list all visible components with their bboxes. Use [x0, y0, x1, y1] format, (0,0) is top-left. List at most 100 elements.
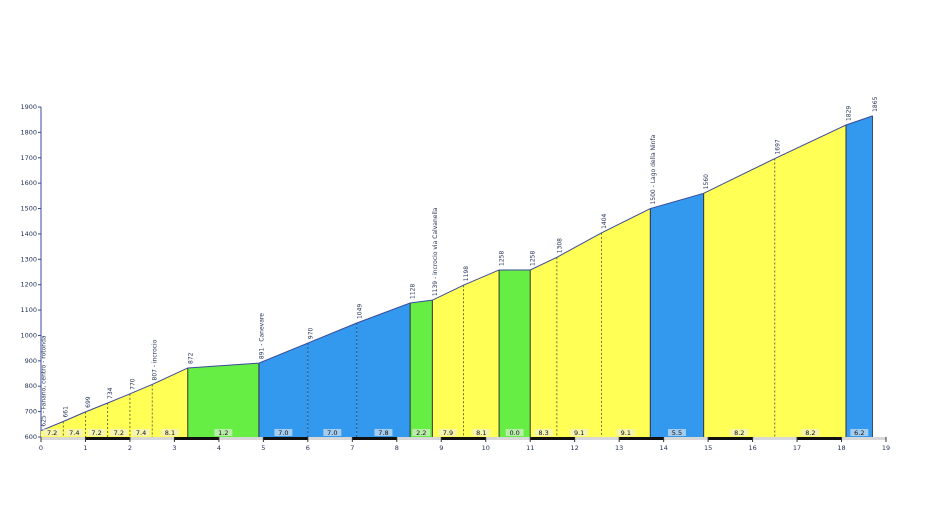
grade-box — [109, 429, 128, 436]
segment — [187, 363, 259, 437]
km-stripe — [263, 437, 308, 440]
x-tick-label: 19 — [882, 444, 890, 452]
grade-box — [374, 429, 393, 436]
point-label: 661 — [63, 406, 70, 418]
y-tick-label: 1500 — [20, 205, 37, 213]
y-tick-label: 1100 — [20, 306, 37, 314]
x-tick-label: 4 — [217, 444, 221, 452]
point-label: 1128 — [410, 284, 417, 299]
point-label: 1697 — [774, 139, 781, 154]
segment — [703, 158, 775, 437]
y-tick-label: 800 — [25, 382, 37, 390]
y-tick-label: 1700 — [20, 154, 37, 162]
segment — [152, 367, 188, 437]
point-label: 625 - Fanano, centro - rotonda — [41, 335, 48, 427]
grade-box — [274, 429, 293, 436]
x-tick-label: 5 — [261, 444, 265, 452]
km-stripe — [441, 437, 486, 440]
y-tick-label: 1200 — [20, 281, 37, 289]
grade-box — [472, 429, 491, 436]
point-label: 807 - incrocio — [152, 339, 159, 380]
grade-box — [438, 429, 457, 436]
y-tick-label: 1600 — [20, 179, 37, 187]
y-tick-label: 600 — [25, 433, 37, 441]
km-stripe — [530, 437, 575, 440]
x-tick-label: 7 — [350, 444, 354, 452]
x-tick-label: 6 — [306, 444, 310, 452]
grade-box — [132, 429, 151, 436]
segment — [129, 384, 153, 437]
grade-label: 6.2 — [854, 429, 864, 437]
km-stripe — [396, 437, 442, 440]
x-tick-label: 2 — [128, 444, 132, 452]
grade-label: 7.0 — [327, 429, 337, 437]
grade-label: 7.8 — [378, 429, 388, 437]
y-tick-label: 1900 — [20, 103, 37, 111]
grade-label: 7.4 — [136, 429, 146, 437]
km-stripe — [663, 437, 709, 440]
km-stripe — [752, 437, 798, 440]
grade-box — [850, 429, 869, 436]
grade-label: 5.5 — [672, 429, 682, 437]
segment — [410, 300, 433, 437]
x-tick-label: 13 — [615, 444, 623, 452]
point-label: 1829 — [845, 106, 852, 121]
grade-label: 8.2 — [734, 429, 744, 437]
point-label: 1258 — [530, 251, 537, 266]
profile-line — [40, 115, 873, 432]
segment — [356, 302, 411, 437]
point-label: 1404 — [601, 213, 608, 228]
grade-box — [65, 429, 84, 436]
km-stripe — [129, 437, 175, 440]
point-label: 1865 — [872, 96, 879, 111]
segment — [601, 208, 651, 437]
grade-label: 7.9 — [443, 429, 453, 437]
km-stripe — [41, 437, 86, 440]
segment — [432, 285, 464, 437]
segment — [85, 402, 108, 437]
grade-box — [160, 429, 179, 436]
segment — [258, 343, 308, 437]
x-tick-label: 8 — [395, 444, 399, 452]
grade-box — [412, 429, 431, 436]
point-label: 1198 — [463, 266, 470, 281]
grade-label: 0.0 — [509, 429, 519, 437]
segment — [307, 323, 357, 437]
y-tick-label: 900 — [25, 357, 37, 365]
point-label: 1500 - Lago della Ninfa — [650, 134, 657, 204]
y-tick-label: 700 — [25, 408, 37, 416]
point-label: 1258 — [499, 251, 506, 266]
segment — [107, 393, 130, 437]
x-tick-label: 15 — [704, 444, 712, 452]
grade-label: 8.3 — [538, 429, 548, 437]
grade-label: 9.1 — [621, 429, 631, 437]
point-label: 1139 - incrocio via Calvanella — [432, 207, 439, 296]
grade-box — [667, 429, 686, 436]
km-stripe — [307, 437, 353, 440]
x-tick-label: 3 — [172, 444, 176, 452]
grade-label: 2.2 — [416, 429, 426, 437]
grade-box — [730, 429, 749, 436]
grade-label: 7.0 — [278, 429, 288, 437]
km-stripe — [841, 437, 886, 440]
segment — [530, 257, 557, 437]
grade-label: 7.2 — [47, 429, 57, 437]
grade-box — [505, 429, 524, 436]
km-stripe — [574, 437, 620, 440]
point-label: 1560 — [703, 174, 710, 189]
km-stripe — [708, 437, 753, 440]
km-stripe — [174, 437, 219, 440]
grade-label: 7.4 — [69, 429, 79, 437]
grade-label: 8.1 — [476, 429, 486, 437]
grade-box — [801, 429, 820, 436]
grade-label: 9.1 — [574, 429, 584, 437]
point-label: 970 — [307, 327, 314, 339]
km-stripe — [485, 437, 531, 440]
km-stripe — [797, 437, 842, 440]
point-label: 872 — [187, 352, 194, 364]
grade-box — [87, 429, 106, 436]
segment — [845, 115, 873, 437]
grade-label: 8.1 — [165, 429, 175, 437]
point-label: 734 — [107, 387, 114, 399]
